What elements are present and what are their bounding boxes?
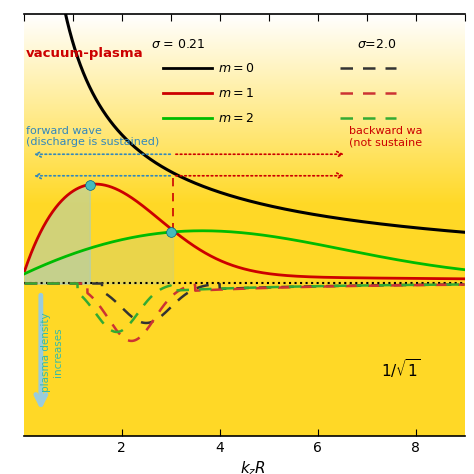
Text: vacuum-plasma: vacuum-plasma <box>26 46 144 60</box>
Text: plasma density
increases: plasma density increases <box>41 312 63 392</box>
Text: $m = 1$: $m = 1$ <box>218 87 255 100</box>
X-axis label: $k_z R$: $k_z R$ <box>240 459 266 474</box>
Text: forward wave
(discharge is sustained): forward wave (discharge is sustained) <box>26 126 159 147</box>
Text: $1/\sqrt{1}$: $1/\sqrt{1}$ <box>381 357 421 380</box>
Text: $m = 2$: $m = 2$ <box>218 112 254 125</box>
Text: $\sigma$=2.0: $\sigma$=2.0 <box>357 37 396 51</box>
Text: $m = 0$: $m = 0$ <box>218 62 255 74</box>
Text: $\sigma$ = 0.21: $\sigma$ = 0.21 <box>151 37 205 51</box>
Text: backward wa
(not sustaine: backward wa (not sustaine <box>349 126 423 147</box>
